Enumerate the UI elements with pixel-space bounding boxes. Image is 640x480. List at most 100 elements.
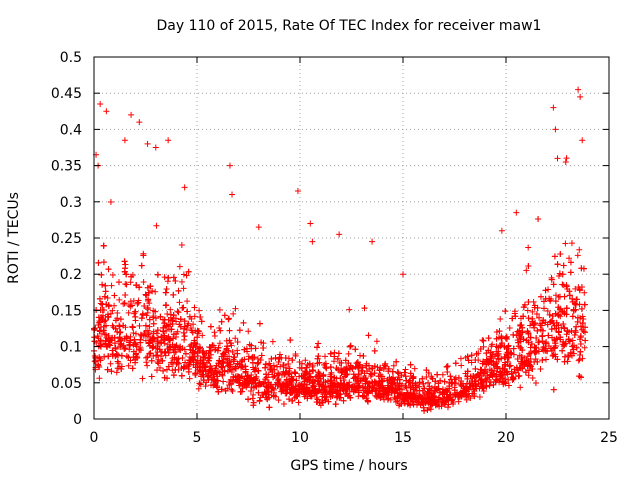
data-point xyxy=(154,359,161,366)
data-point xyxy=(440,395,447,402)
data-point xyxy=(158,339,165,346)
data-point xyxy=(510,345,517,352)
data-point xyxy=(441,378,448,385)
data-point xyxy=(272,354,279,361)
data-point xyxy=(544,307,551,314)
data-point xyxy=(336,360,343,367)
data-point xyxy=(314,396,321,403)
data-point xyxy=(572,329,579,336)
data-point xyxy=(307,393,314,400)
data-point xyxy=(303,370,310,377)
data-point xyxy=(266,394,273,401)
data-point xyxy=(121,137,128,144)
data-point xyxy=(438,403,445,410)
y-tick-label: 0.4 xyxy=(60,122,82,138)
data-point xyxy=(206,344,213,351)
data-point xyxy=(355,387,362,394)
data-point xyxy=(132,317,139,324)
data-point xyxy=(524,307,531,314)
data-point xyxy=(200,348,207,355)
data-point xyxy=(307,373,314,380)
data-point xyxy=(534,358,541,365)
data-point xyxy=(457,355,464,362)
data-point xyxy=(142,291,149,298)
data-point xyxy=(203,350,210,357)
data-point xyxy=(385,382,392,389)
data-point xyxy=(242,363,249,370)
data-point xyxy=(240,319,247,326)
data-point xyxy=(149,288,156,295)
data-point xyxy=(559,308,566,315)
data-point xyxy=(186,375,193,382)
data-point xyxy=(145,289,152,296)
data-point xyxy=(250,399,257,406)
data-point xyxy=(557,251,564,258)
data-point xyxy=(377,364,384,371)
data-point xyxy=(209,374,216,381)
data-point xyxy=(577,348,584,355)
data-point xyxy=(145,340,152,347)
data-point xyxy=(168,326,175,333)
data-point xyxy=(475,380,482,387)
data-point xyxy=(199,360,206,367)
data-point xyxy=(366,383,373,390)
data-point xyxy=(404,396,411,403)
data-point xyxy=(141,303,148,310)
data-point xyxy=(337,375,344,382)
data-point xyxy=(343,366,350,373)
data-point xyxy=(125,362,132,369)
data-point xyxy=(183,326,190,333)
data-point xyxy=(232,365,239,372)
data-point xyxy=(161,320,168,327)
data-point xyxy=(340,381,347,388)
data-point xyxy=(166,337,173,344)
data-point xyxy=(104,366,111,373)
data-point xyxy=(111,292,118,299)
data-point xyxy=(222,387,229,394)
data-point xyxy=(345,350,352,357)
data-point xyxy=(172,366,179,373)
data-point xyxy=(420,396,427,403)
data-point xyxy=(316,400,323,407)
data-point xyxy=(164,311,171,318)
data-point xyxy=(566,255,573,262)
data-point xyxy=(463,391,470,398)
data-point xyxy=(329,392,336,399)
data-point xyxy=(320,373,327,380)
data-point xyxy=(421,385,428,392)
data-point xyxy=(513,209,520,216)
data-point xyxy=(487,379,494,386)
data-point xyxy=(195,328,202,335)
data-point xyxy=(529,374,536,381)
data-point xyxy=(572,301,579,308)
data-point xyxy=(292,370,299,377)
data-point xyxy=(523,267,530,274)
data-point xyxy=(154,271,161,278)
data-point xyxy=(492,360,499,367)
data-point xyxy=(463,386,470,393)
data-point xyxy=(527,334,534,341)
data-point xyxy=(503,369,510,376)
data-point xyxy=(102,340,109,347)
data-point xyxy=(181,333,188,340)
data-point xyxy=(503,333,510,340)
data-point xyxy=(573,344,580,351)
data-point xyxy=(520,313,527,320)
data-point xyxy=(458,362,465,369)
data-point xyxy=(472,365,479,372)
data-point xyxy=(322,353,329,360)
data-point xyxy=(402,373,409,380)
data-point xyxy=(114,365,121,372)
data-point xyxy=(245,396,252,403)
data-point xyxy=(148,357,155,364)
data-point xyxy=(368,371,375,378)
data-point xyxy=(533,310,540,317)
data-point xyxy=(289,357,296,364)
data-point xyxy=(289,376,296,383)
data-point xyxy=(128,273,135,280)
data-point xyxy=(539,357,546,364)
data-point xyxy=(197,381,204,388)
data-point xyxy=(170,335,177,342)
data-point xyxy=(276,351,283,358)
